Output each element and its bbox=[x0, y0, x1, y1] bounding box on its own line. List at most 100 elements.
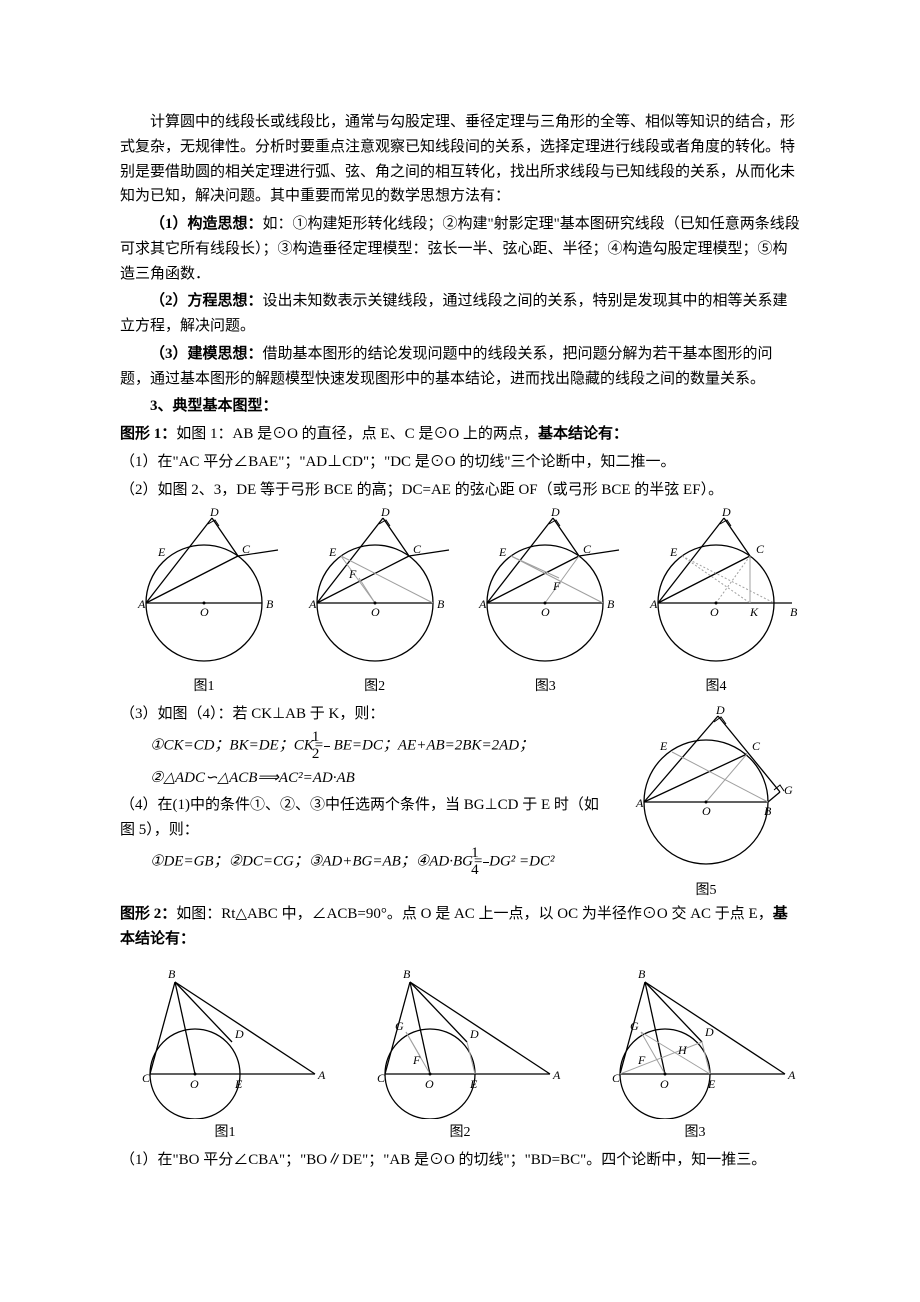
figure1-34-block: （3）如图（4）：若 CK⊥AB 于 K，则： ①CK=CD；BK=DE；CK=… bbox=[120, 702, 800, 902]
svg-text:B: B bbox=[638, 967, 646, 981]
svg-text:A: A bbox=[308, 597, 317, 611]
figure2-line1-text: （1）在"BO 平分∠CBA"；"BO∥DE"；"AB 是⊙O 的切线"；"BD… bbox=[120, 1152, 766, 1168]
svg-text:E: E bbox=[498, 545, 507, 559]
svg-text:D: D bbox=[469, 1027, 479, 1041]
svg-text:O: O bbox=[710, 605, 719, 619]
svg-text:B: B bbox=[403, 967, 411, 981]
figure2-line1: （1）在"BO 平分∠CBA"；"BO∥DE"；"AB 是⊙O 的切线"；"BD… bbox=[120, 1148, 800, 1173]
figure2-1-svg: C O E A B D bbox=[120, 964, 330, 1119]
svg-text:G: G bbox=[784, 783, 793, 797]
figure-5-caption: 图5 bbox=[696, 879, 717, 902]
figure1-line3a-b: BE=DC；AE+AB=2BK=2AD； bbox=[330, 738, 534, 754]
svg-text:B: B bbox=[437, 597, 445, 611]
svg-text:E: E bbox=[328, 545, 337, 559]
figure-1: A B O D E C 图1 bbox=[120, 508, 288, 698]
figure1-title-c: 基本结论有： bbox=[538, 426, 628, 442]
figure2-title-a: 图形 2： bbox=[120, 906, 176, 922]
svg-text:B: B bbox=[607, 597, 615, 611]
svg-text:C: C bbox=[612, 1071, 621, 1085]
svg-text:F: F bbox=[552, 579, 561, 593]
svg-text:B: B bbox=[764, 804, 772, 818]
idea2: （2）方程思想：设出未知数表示关键线段，通过线段之间的关系，特别是发现其中的相等… bbox=[120, 289, 800, 339]
svg-text:D: D bbox=[721, 508, 731, 519]
svg-text:H: H bbox=[677, 1043, 688, 1057]
svg-text:D: D bbox=[715, 703, 725, 717]
figure1-title-b: 如图 1：AB 是⊙O 的直径，点 E、C 是⊙O 上的两点， bbox=[176, 426, 538, 442]
svg-text:C: C bbox=[142, 1071, 151, 1085]
svg-text:E: E bbox=[157, 545, 166, 559]
figure2-3-caption: 图3 bbox=[685, 1121, 706, 1144]
figure2-title: 图形 2：如图：Rt△ABC 中，∠ACB=90°。点 O 是 AC 上一点，以… bbox=[120, 902, 800, 952]
figure2-1: C O E A B D 图1 bbox=[120, 964, 330, 1144]
figure-row-1: A B O D E C 图1 bbox=[120, 508, 800, 698]
figure1-line3a-a: ①CK=CD；BK=DE；CK= bbox=[150, 738, 324, 754]
svg-text:F: F bbox=[637, 1053, 646, 1067]
intro-paragraph: 计算圆中的线段长或线段比，通常与勾股定理、垂径定理与三角形的全等、相似等知识的结… bbox=[120, 110, 800, 209]
svg-text:E: E bbox=[707, 1077, 716, 1091]
figure-3-svg: A B O D E C F bbox=[461, 508, 629, 673]
svg-text:C: C bbox=[377, 1071, 386, 1085]
svg-text:A: A bbox=[649, 597, 658, 611]
svg-text:D: D bbox=[209, 508, 219, 519]
figure1-line2: （2）如图 2、3，DE 等于弓形 BCE 的高；DC=AE 的弦心距 OF（或… bbox=[120, 478, 800, 503]
figure1-line4-text: （4）在(1)中的条件①、②、③中任选两个条件，当 BG⊥CD 于 E 时（如图… bbox=[120, 797, 599, 838]
svg-text:A: A bbox=[137, 597, 146, 611]
figure2-3: C O E A B D G F H 图3 bbox=[590, 964, 800, 1144]
idea3: （3）建模思想：借助基本图形的结论发现问题中的线段关系，把问题分解为若干基本图形… bbox=[120, 342, 800, 392]
svg-text:C: C bbox=[752, 739, 761, 753]
svg-text:D: D bbox=[234, 1027, 244, 1041]
figure-2-caption: 图2 bbox=[364, 675, 385, 698]
svg-text:C: C bbox=[242, 542, 251, 556]
idea1: （1）构造思想：如：①构建矩形转化线段；②构建"射影定理"基本图研究线段（已知任… bbox=[120, 212, 800, 286]
svg-text:B: B bbox=[790, 605, 798, 619]
figure1-line3a: ①CK=CD；BK=DE；CK=12 BE=DC；AE+AB=2BK=2AD； bbox=[120, 730, 604, 763]
svg-text:E: E bbox=[659, 739, 668, 753]
idea3-head: （3）建模思想： bbox=[150, 346, 263, 362]
figure-2: A B O D E C F 图2 bbox=[291, 508, 459, 698]
svg-text:C: C bbox=[583, 542, 592, 556]
figure-5: A B O D E C G 图5 bbox=[612, 702, 800, 902]
svg-text:F: F bbox=[412, 1053, 421, 1067]
idea1-head: （1）构造思想： bbox=[150, 216, 263, 232]
figure1-line3b: ②△ADC∽△ACB⟹AC²=AD·AB bbox=[120, 766, 604, 791]
svg-text:O: O bbox=[371, 605, 380, 619]
figure1-line3: （3）如图（4）：若 CK⊥AB 于 K，则： bbox=[120, 702, 604, 727]
section3-heading: 3、典型基本图型： bbox=[120, 394, 800, 419]
figure2-2-svg: C O E A B D G F bbox=[355, 964, 565, 1119]
svg-text:D: D bbox=[704, 1025, 714, 1039]
svg-text:E: E bbox=[469, 1077, 478, 1091]
figure1-title: 图形 1：如图 1：AB 是⊙O 的直径，点 E、C 是⊙O 上的两点，基本结论… bbox=[120, 422, 800, 447]
figure-2-svg: A B O D E C F bbox=[291, 508, 459, 673]
svg-text:D: D bbox=[380, 508, 390, 519]
figure2-title-b: 如图：Rt△ABC 中，∠ACB=90°。点 O 是 AC 上一点，以 OC 为… bbox=[176, 906, 772, 922]
figure1-title-a: 图形 1： bbox=[120, 426, 176, 442]
svg-text:B: B bbox=[266, 597, 274, 611]
figure-5-svg: A B O D E C G bbox=[612, 702, 800, 877]
svg-text:A: A bbox=[478, 597, 487, 611]
figure2-2-caption: 图2 bbox=[450, 1121, 471, 1144]
svg-text:A: A bbox=[317, 1068, 326, 1082]
svg-text:O: O bbox=[425, 1077, 434, 1091]
figure2-3-svg: C O E A B D G F H bbox=[590, 964, 800, 1119]
figure-3: A B O D E C F 图3 bbox=[461, 508, 629, 698]
svg-text:C: C bbox=[756, 542, 765, 556]
svg-text:A: A bbox=[635, 796, 644, 810]
figure-4: A B O D E C K 图4 bbox=[632, 508, 800, 698]
figure1-line4a-b: DG² =DC² bbox=[489, 854, 554, 870]
figure1-line4: （4）在(1)中的条件①、②、③中任选两个条件，当 BG⊥CD 于 E 时（如图… bbox=[120, 793, 604, 843]
figure1-line1: （1）在"AC 平分∠BAE"；"AD⊥CD"；"DC 是⊙O 的切线"三个论断… bbox=[120, 450, 800, 475]
svg-text:K: K bbox=[749, 605, 759, 619]
svg-text:G: G bbox=[395, 1019, 404, 1033]
svg-text:O: O bbox=[541, 605, 550, 619]
svg-text:D: D bbox=[550, 508, 560, 519]
svg-text:C: C bbox=[413, 542, 422, 556]
figure-row-2: C O E A B D 图1 C bbox=[120, 964, 800, 1144]
figure-1-caption: 图1 bbox=[194, 675, 215, 698]
svg-text:O: O bbox=[660, 1077, 669, 1091]
svg-text:O: O bbox=[190, 1077, 199, 1091]
figure2-1-caption: 图1 bbox=[215, 1121, 236, 1144]
svg-text:B: B bbox=[168, 967, 176, 981]
svg-text:G: G bbox=[630, 1019, 639, 1033]
svg-text:A: A bbox=[787, 1068, 796, 1082]
figure-1-svg: A B O D E C bbox=[120, 508, 288, 673]
